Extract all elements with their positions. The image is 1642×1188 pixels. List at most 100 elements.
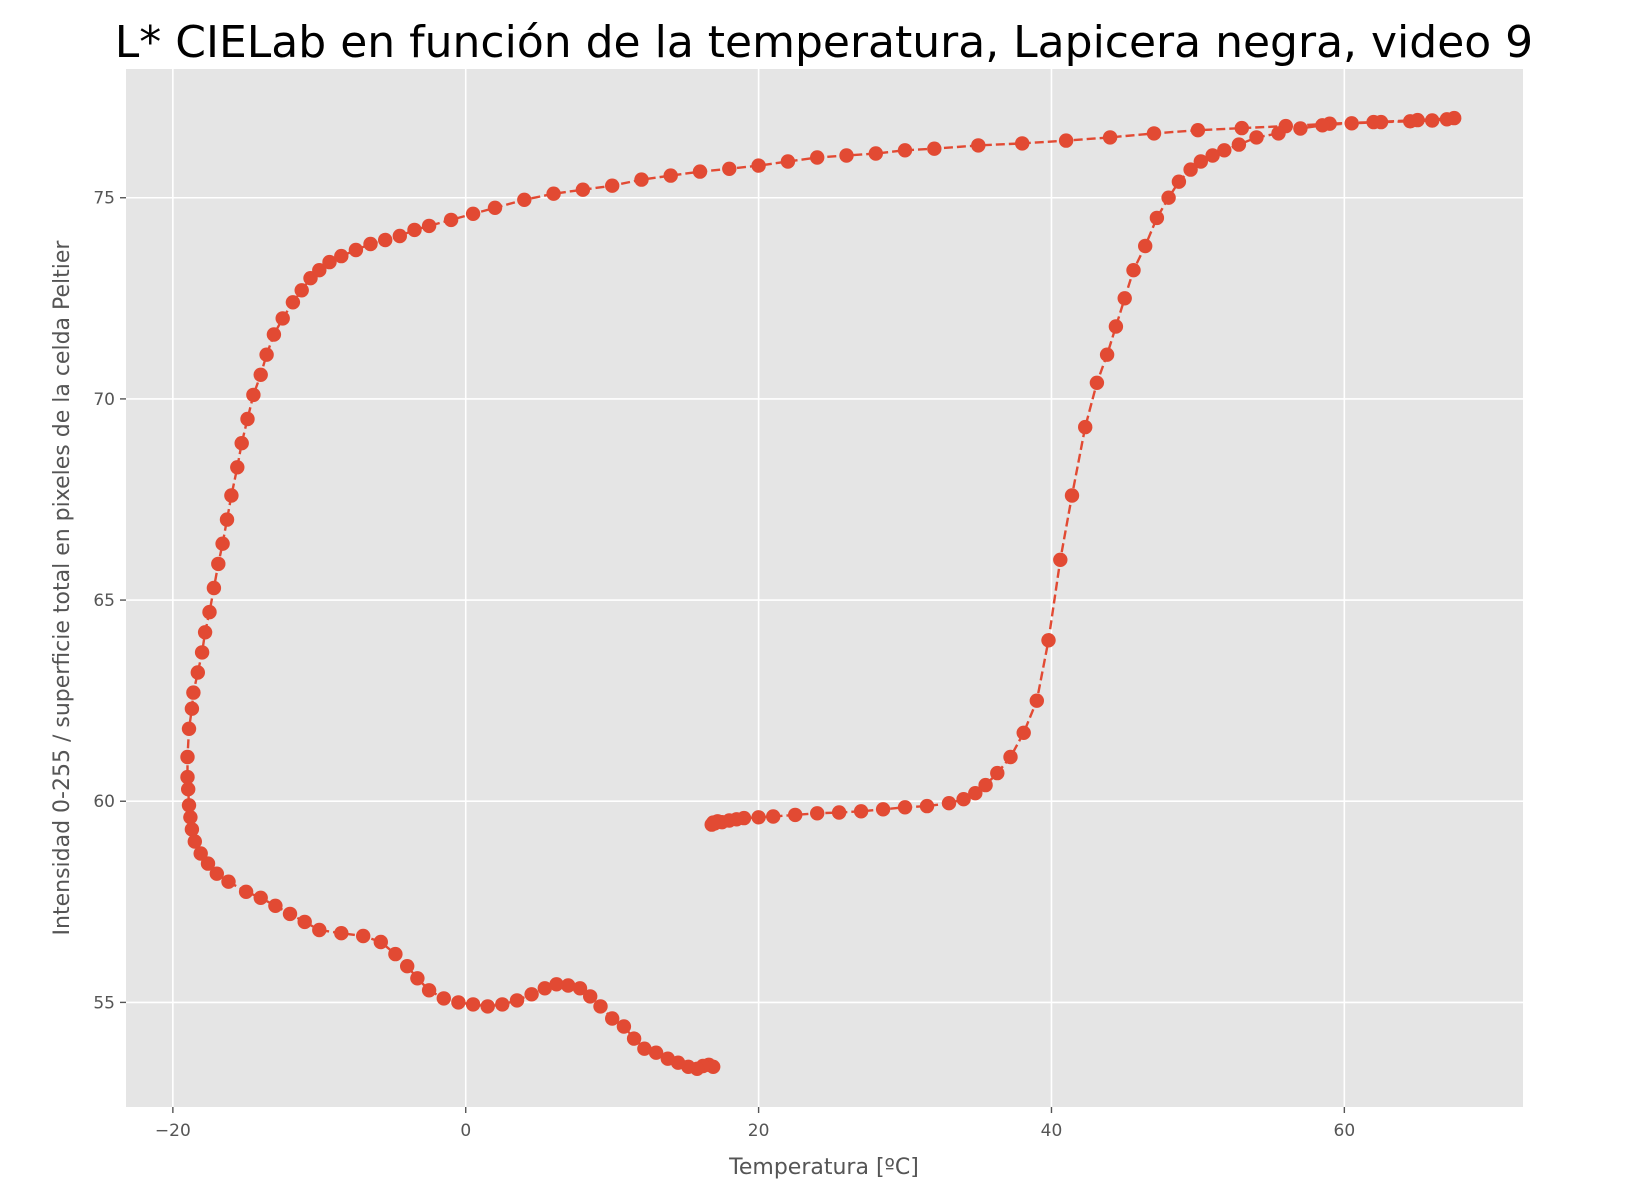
data-point — [1425, 113, 1440, 128]
y-tick-label: 55 — [93, 993, 115, 1013]
data-point — [1016, 725, 1031, 740]
data-point — [853, 804, 869, 819]
data-point — [253, 890, 268, 905]
data-point — [392, 228, 407, 244]
data-point — [356, 928, 371, 944]
data-point — [436, 991, 451, 1006]
x-axis-label: Temperatura [ºC] — [728, 1155, 919, 1180]
data-point — [1271, 126, 1286, 141]
data-point — [1089, 375, 1105, 390]
data-point — [451, 995, 466, 1010]
data-point — [184, 701, 200, 716]
data-point — [410, 971, 425, 986]
data-point — [583, 989, 598, 1004]
data-point — [322, 254, 337, 270]
data-point — [788, 807, 803, 823]
data-point — [259, 347, 274, 362]
data-point — [253, 367, 268, 382]
data-point — [224, 488, 239, 503]
data-point — [634, 172, 649, 187]
data-point — [616, 1019, 632, 1034]
y-axis-label: Intensidad 0-255 / superficie total en p… — [50, 240, 75, 936]
data-point — [517, 192, 532, 207]
data-point — [246, 387, 261, 403]
data-point — [810, 806, 825, 821]
x-tick-label: 60 — [1334, 1121, 1356, 1141]
data-point — [294, 283, 309, 298]
data-point — [626, 1031, 642, 1046]
data-point — [956, 792, 971, 807]
data-point — [219, 512, 235, 527]
data-point — [509, 993, 525, 1008]
data-point — [234, 436, 249, 451]
data-point — [605, 1011, 620, 1026]
data-point — [285, 295, 301, 310]
data-point — [663, 168, 678, 183]
data-point — [722, 161, 737, 176]
data-point — [194, 645, 210, 660]
data-point — [421, 983, 437, 998]
data-point — [968, 786, 983, 801]
y-tick-label: 60 — [93, 792, 115, 812]
data-point — [897, 143, 913, 158]
data-point — [1293, 121, 1308, 136]
data-point — [1117, 291, 1132, 306]
data-point — [268, 898, 283, 913]
data-point — [780, 154, 796, 169]
data-point — [1064, 488, 1080, 503]
data-point — [1161, 190, 1176, 205]
data-point — [549, 977, 564, 992]
data-point — [1234, 120, 1250, 136]
data-point — [927, 141, 942, 156]
data-point — [524, 987, 539, 1002]
data-point — [1015, 136, 1030, 151]
data-point — [990, 765, 1005, 781]
data-point — [400, 959, 415, 974]
data-point — [593, 999, 608, 1014]
data-point — [1058, 133, 1074, 148]
data-point — [751, 810, 766, 825]
plot-background — [126, 69, 1523, 1107]
data-point — [275, 311, 290, 326]
data-point — [240, 411, 255, 427]
data-point — [312, 263, 327, 278]
data-point — [660, 1051, 675, 1066]
data-point — [221, 874, 236, 889]
data-point — [312, 922, 327, 938]
data-point — [575, 182, 591, 197]
data-point — [334, 926, 349, 941]
series-layer — [180, 110, 1462, 1077]
data-point — [1171, 174, 1187, 189]
x-tick-label: −20 — [155, 1121, 191, 1141]
data-point — [1146, 126, 1162, 141]
data-point — [1373, 114, 1389, 130]
data-point — [1029, 693, 1045, 708]
data-point — [1183, 162, 1198, 177]
data-point — [230, 460, 245, 475]
data-point — [211, 556, 226, 572]
data-point — [637, 1041, 652, 1056]
data-point — [181, 721, 197, 736]
data-point — [193, 846, 208, 861]
data-point — [200, 856, 216, 871]
data-point — [421, 218, 437, 234]
data-point — [1193, 154, 1209, 169]
data-point — [1003, 749, 1018, 765]
data-point — [919, 798, 935, 814]
data-point — [572, 981, 588, 996]
data-point — [1126, 263, 1141, 278]
data-point — [180, 749, 195, 765]
data-point — [266, 327, 282, 342]
data-point — [388, 946, 403, 962]
data-point — [1099, 347, 1115, 362]
data-point — [537, 981, 552, 996]
data-point — [1231, 137, 1247, 152]
data-point — [875, 802, 891, 817]
data-point — [495, 997, 510, 1012]
data-point — [546, 186, 561, 201]
data-point — [1102, 130, 1118, 145]
data-point — [1205, 148, 1220, 163]
data-point — [465, 997, 481, 1012]
